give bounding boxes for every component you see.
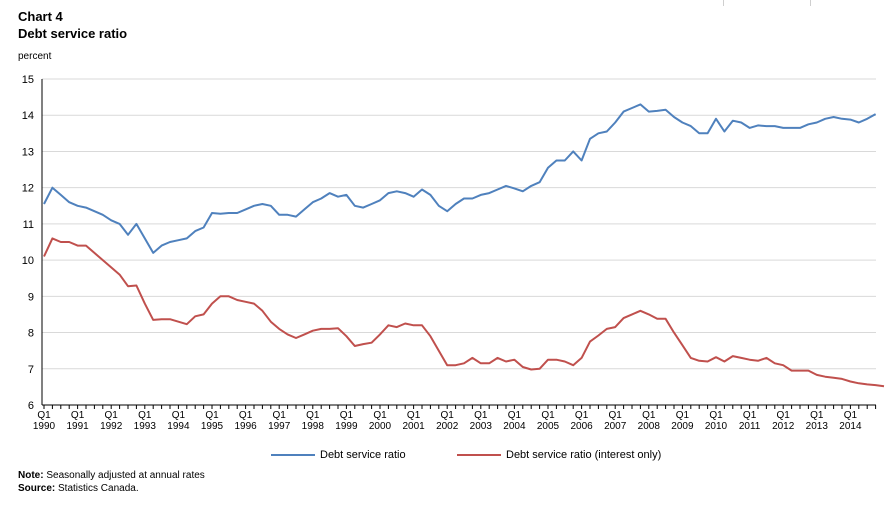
x-tick-label-year: 2000 [369,421,392,432]
chart-title: Chart 4 Debt service ratio [18,8,127,42]
x-tick-label-quarter: Q1 [676,410,690,421]
top-border [0,0,895,6]
x-tick-label-quarter: Q1 [474,410,488,421]
x-tick-label-quarter: Q1 [37,410,51,421]
y-tick-label: 13 [22,146,34,158]
x-tick-label-year: 2006 [570,421,593,432]
x-tick-label-year: 2007 [604,421,627,432]
x-tick-label-year: 1995 [201,421,224,432]
chart-title-line2: Debt service ratio [18,26,128,41]
x-tick-label-year: 2005 [537,421,560,432]
x-tick-label-quarter: Q1 [743,410,757,421]
legend-label: Debt service ratio [320,449,406,461]
note-line: Note: Seasonally adjusted at annual rate… [18,469,205,482]
y-tick-label: 8 [28,328,34,340]
x-tick-label-year: 1993 [134,421,157,432]
y-tick-label: 11 [23,219,34,231]
x-tick-label-quarter: Q1 [138,410,152,421]
chart-title-line1: Chart 4 [18,9,63,24]
x-tick-label-quarter: Q1 [777,410,791,421]
x-tick-label-year: 1990 [33,421,56,432]
legend-label: Debt service ratio (interest only) [506,449,662,461]
chart-notes: Note: Seasonally adjusted at annual rate… [18,469,205,495]
legend-swatch-red [457,454,501,456]
source-label: Source: [18,483,56,494]
legend-item-debt-service-ratio: Debt service ratio [271,447,406,463]
x-tick-label-year: 2013 [806,421,829,432]
note-label: Note: [18,470,44,481]
x-tick-label-year: 2008 [638,421,661,432]
x-tick-label-year: 2011 [739,421,761,432]
y-tick-label: 14 [22,110,34,122]
x-tick-label-quarter: Q1 [205,410,219,421]
x-tick-label-quarter: Q1 [239,410,253,421]
x-tick-label-quarter: Q1 [541,410,555,421]
x-tick-label-year: 1999 [335,421,358,432]
series-line-interest-only [43,237,885,388]
series-line-debt-service-ratio [43,103,877,254]
y-tick-label: 9 [28,291,34,303]
x-tick-label-year: 2009 [671,421,694,432]
x-tick-label-year: 1994 [167,421,190,432]
x-tick-label-quarter: Q1 [105,410,119,421]
x-tick-label-quarter: Q1 [642,410,656,421]
source-line: Source: Statistics Canada. [18,482,205,495]
x-tick-label-year: 2001 [402,421,425,432]
y-axis-unit: percent [18,51,52,62]
y-tick-label: 7 [28,364,34,376]
x-tick-label-year: 2014 [839,421,862,432]
x-tick-label-year: 1992 [100,421,123,432]
x-tick-label-quarter: Q1 [273,410,287,421]
x-tick-label-quarter: Q1 [508,410,522,421]
x-tick-label-year: 1991 [66,421,89,432]
x-tick-label-year: 2004 [503,421,526,432]
source-text: Statistics Canada. [55,483,139,494]
note-text: Seasonally adjusted at annual rates [43,470,205,481]
top-divider [810,0,811,6]
x-tick-label-quarter: Q1 [340,410,354,421]
x-tick-label-quarter: Q1 [172,410,186,421]
y-tick-label: 12 [22,183,34,195]
x-tick-label-year: 2002 [436,421,459,432]
x-tick-label-year: 2012 [772,421,795,432]
x-tick-label-year: 1997 [268,421,291,432]
x-tick-label-quarter: Q1 [71,410,85,421]
y-tick-label: 6 [28,400,34,412]
x-tick-label-quarter: Q1 [844,410,858,421]
x-tick-label-quarter: Q1 [709,410,723,421]
x-tick-label-year: 2010 [705,421,728,432]
y-tick-label: 15 [22,74,34,86]
x-tick-label-year: 2003 [470,421,493,432]
x-tick-label-quarter: Q1 [609,410,623,421]
x-tick-label-quarter: Q1 [373,410,387,421]
x-tick-label-quarter: Q1 [810,410,824,421]
top-divider [723,0,724,6]
x-tick-label-quarter: Q1 [306,410,320,421]
x-tick-label-year: 1998 [302,421,325,432]
x-tick-label-quarter: Q1 [575,410,589,421]
legend-item-interest-only: Debt service ratio (interest only) [457,447,661,463]
y-tick-label: 10 [22,255,34,267]
x-tick-label-year: 1996 [234,421,257,432]
legend-swatch-blue [271,454,315,456]
x-tick-label-quarter: Q1 [441,410,455,421]
x-tick-label-quarter: Q1 [407,410,421,421]
